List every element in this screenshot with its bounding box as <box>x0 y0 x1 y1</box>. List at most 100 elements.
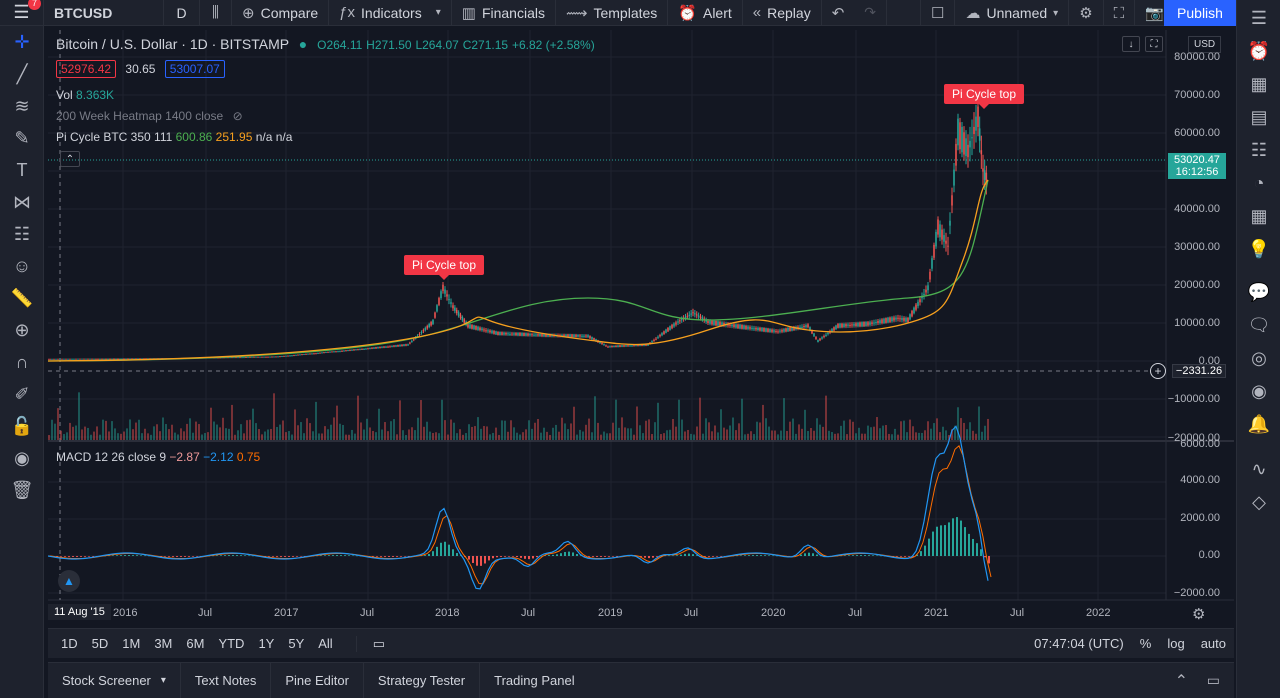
percent-scale-toggle[interactable]: % <box>1139 636 1152 651</box>
eye-off-icon[interactable]: ⊘ <box>232 109 243 123</box>
range-3m[interactable]: 3M <box>154 636 173 651</box>
fullscreen-button[interactable]: ⛶ <box>1104 0 1136 26</box>
calendar-button[interactable]: ◔ <box>1237 167 1280 200</box>
legend-close: C271.15 <box>462 38 509 52</box>
lock-tool[interactable]: 🔓 <box>0 410 44 442</box>
data-window-button[interactable]: ▦ <box>1237 68 1280 101</box>
crosshair-tool[interactable]: ✛ <box>0 26 44 58</box>
settings-button[interactable]: ⚙ <box>1069 0 1104 26</box>
dom-button[interactable]: ∿ <box>1237 453 1280 486</box>
range-ytd[interactable]: YTD <box>218 636 245 651</box>
collapse-legend-button[interactable]: ⌃ <box>60 151 80 167</box>
range-1y[interactable]: 1Y <box>258 636 275 651</box>
volume-bar <box>783 398 785 440</box>
ideas-button[interactable]: 💡 <box>1237 233 1280 266</box>
maximize-pane-button[interactable]: ⛶ <box>1145 36 1163 52</box>
volume-bar <box>918 432 920 440</box>
candle-body <box>893 317 895 321</box>
auto-scale-toggle[interactable]: auto <box>1200 636 1226 651</box>
stay-drawing-tool[interactable]: ✐ <box>0 378 44 410</box>
candle-body <box>709 320 711 324</box>
hide-tool[interactable]: ◉ <box>0 442 44 474</box>
range-1d[interactable]: 1D <box>61 636 78 651</box>
volume-bar <box>144 428 146 440</box>
trend-line-tool[interactable]: ╱ <box>0 58 44 90</box>
tab-strategy-tester[interactable]: Strategy Tester <box>364 662 481 698</box>
range-5d[interactable]: 5D <box>91 636 109 651</box>
redo-button[interactable]: ↷ <box>854 0 888 26</box>
hotlist-button[interactable]: ☷ <box>1237 134 1280 167</box>
measure-tool[interactable]: 📏 <box>0 282 44 314</box>
go-to-date-button[interactable]: ▭ <box>355 635 392 652</box>
alert-button[interactable]: ⏰ Alert <box>668 0 743 26</box>
remove-tool[interactable]: 🗑 <box>0 474 44 506</box>
currency-select[interactable]: USD <box>1188 36 1222 53</box>
macd-histogram-bar <box>420 555 422 557</box>
chart-canvas[interactable] <box>48 30 1234 628</box>
macd-histogram-bar <box>496 556 498 558</box>
publish-button[interactable]: Publish <box>1164 0 1236 26</box>
layers-button[interactable]: ◇ <box>1237 486 1280 519</box>
grid-icon: ▦ <box>1250 74 1268 94</box>
range-5y[interactable]: 5Y <box>288 636 305 651</box>
interval-button[interactable]: D <box>164 0 200 26</box>
candle-body <box>483 329 485 331</box>
undo-button[interactable]: ↶ <box>822 0 855 26</box>
volume-bar <box>261 434 263 440</box>
main-menu-button[interactable]: ☰ 7 <box>0 0 44 26</box>
templates-button[interactable]: ⟿ Templates <box>556 0 669 26</box>
tab-stock-screener[interactable]: Stock Screener ▾ <box>48 662 181 698</box>
utc-clock[interactable]: 07:47:04 (UTC) <box>1034 636 1124 651</box>
candle-body <box>817 340 819 342</box>
zoom-tool[interactable]: ⊕ <box>0 314 44 346</box>
pattern-tool[interactable]: ⋈ <box>0 186 44 218</box>
chart-pane[interactable]: Bitcoin / U.S. Dollar · 1D · BITSTAMP ● … <box>48 30 1234 628</box>
range-all[interactable]: All <box>318 636 333 651</box>
compare-button[interactable]: ⊕ Compare <box>232 0 330 26</box>
tradingview-logo[interactable]: ▲ <box>58 570 80 592</box>
candle-body <box>753 328 755 330</box>
audio-button[interactable]: ◉ <box>1237 375 1280 408</box>
tab-trading-panel[interactable]: Trading Panel <box>494 673 575 688</box>
candle-body <box>75 358 77 360</box>
candle-body <box>117 358 119 360</box>
layout-name-button[interactable]: ☁ Unnamed ▾ <box>955 0 1070 26</box>
text-tool[interactable]: T <box>0 154 44 186</box>
tab-pine-editor[interactable]: Pine Editor <box>271 662 364 698</box>
emoji-tool[interactable]: ☺ <box>0 250 44 282</box>
replay-button[interactable]: « Replay <box>743 0 822 26</box>
alerts-panel-button[interactable]: ⏰ <box>1237 35 1280 68</box>
candle-body <box>965 138 967 157</box>
magnet-tool[interactable]: ∩ <box>0 346 44 378</box>
chats-button[interactable]: 💬 <box>1237 276 1280 309</box>
indicators-button[interactable]: ƒx Indicators ▾ <box>329 0 452 26</box>
candle-body <box>273 356 275 358</box>
maximize-panel-button[interactable]: ▭ <box>1207 672 1220 689</box>
volume-bar <box>444 420 446 440</box>
tab-text-notes[interactable]: Text Notes <box>181 662 272 698</box>
brush-tool[interactable]: ✎ <box>0 122 44 154</box>
add-alert-plus-button[interactable]: + <box>1150 363 1166 379</box>
chart-settings-button[interactable]: ⚙ <box>1192 605 1205 623</box>
chart-type-button[interactable]: ⫼ <box>200 0 232 26</box>
news-button[interactable]: ▤ <box>1237 101 1280 134</box>
notifications-button[interactable]: 🔔 <box>1237 408 1280 441</box>
ask-price[interactable]: 53007.07 <box>164 60 225 78</box>
bid-price[interactable]: 52976.42 <box>56 60 117 78</box>
economic-calendar-button[interactable]: ▦ <box>1237 200 1280 233</box>
range-1m[interactable]: 1M <box>122 636 141 651</box>
collapse-panel-button[interactable]: ⌃ <box>1175 671 1188 691</box>
private-chats-button[interactable]: 🗨 <box>1237 309 1280 342</box>
financials-button[interactable]: ▥ Financials <box>452 0 556 26</box>
log-scale-toggle[interactable]: log <box>1167 636 1185 651</box>
scroll-down-button[interactable]: ↓ <box>1122 36 1140 52</box>
streams-button[interactable]: ◎ <box>1237 342 1280 375</box>
range-6m[interactable]: 6M <box>186 636 205 651</box>
candle-body <box>547 333 549 337</box>
volume-bar <box>159 431 161 440</box>
forecast-tool[interactable]: ☷ <box>0 218 44 250</box>
fib-tool[interactable]: ≋ <box>0 90 44 122</box>
symbol-search-button[interactable]: BTCUSD <box>44 0 164 26</box>
layout-select-button[interactable]: ☐ <box>920 0 956 26</box>
watchlist-button[interactable]: ☰ <box>1237 2 1280 35</box>
